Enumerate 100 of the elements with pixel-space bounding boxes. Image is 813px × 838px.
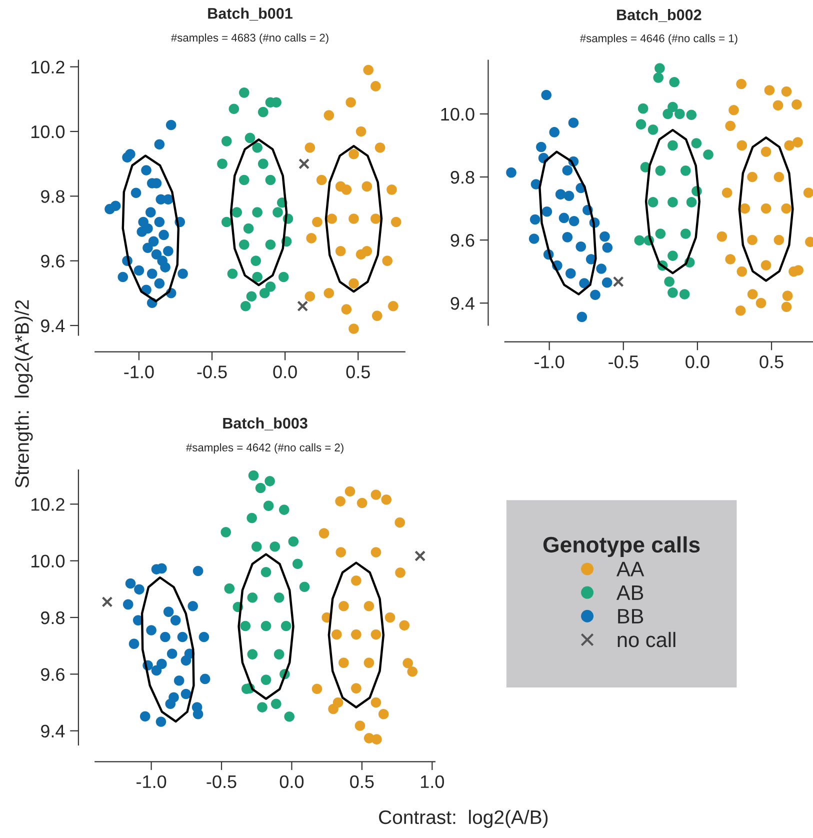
point [244,132,256,144]
point [362,181,372,192]
chart-subtitle: #samples = 4646 (#no calls = 1) [580,34,738,44]
point [128,638,140,649]
point [344,486,356,497]
point [686,197,697,208]
point [530,214,540,225]
point [348,324,359,334]
point [260,620,272,632]
point [781,86,792,97]
point [781,302,792,312]
point [756,298,766,308]
point [265,174,276,186]
point [351,683,362,694]
point [252,272,262,282]
x-tick-label: 1.0 [420,775,444,788]
point [130,188,142,198]
point [156,658,167,670]
point [562,232,573,242]
point [332,697,344,708]
point [324,110,334,120]
point [348,278,359,289]
y-tick-label: 9.6 [41,254,64,268]
point [243,223,254,234]
point [292,558,303,570]
point [600,231,610,242]
point [260,674,272,685]
point [565,268,576,279]
point [332,629,342,640]
point [122,599,134,610]
point [255,482,266,494]
point [590,290,600,300]
point [146,268,158,279]
point [576,312,588,322]
point [348,148,359,160]
point [354,720,366,731]
point [370,697,382,708]
chart-title: Batch_b001 [208,8,292,21]
point [263,500,274,511]
point [154,139,165,150]
point [612,276,624,288]
y-tick-label: 10.2 [32,498,64,511]
point [562,165,573,176]
point [338,600,349,612]
point [246,512,257,524]
point [356,249,366,260]
point [782,290,793,301]
chart-subtitle: #samples = 4642 (#no calls = 2) [186,443,344,454]
point [239,174,250,186]
point [372,734,382,744]
point [151,249,162,260]
point [220,527,232,538]
point [668,288,678,298]
point [764,85,775,96]
legend-label: no call [618,632,676,648]
point [669,76,680,88]
point [125,578,136,589]
point [370,629,382,640]
legend-title: Genotype calls [543,536,700,557]
y-tick-label: 9.6 [450,234,474,247]
point [140,711,150,722]
y-tick-label: 9.8 [41,611,64,624]
point [735,305,746,316]
point [102,596,113,608]
y-tick-label: 10.0 [32,125,65,138]
point [146,625,156,636]
x-tick-label: -0.5 [608,355,638,368]
point [370,547,382,558]
point [541,90,552,100]
point [664,276,674,287]
point [568,216,580,226]
point [224,583,235,594]
point [351,575,362,586]
point [634,235,645,246]
point [636,119,646,130]
point [728,104,739,116]
point [221,136,232,146]
point [324,288,334,298]
point [348,214,359,224]
chart-subtitle: #samples = 4683 (#no calls = 2) [170,33,328,44]
point [270,541,280,552]
point [386,184,397,195]
point [558,212,570,224]
point [390,216,402,228]
point [248,470,259,481]
legend-label: AA [616,562,644,576]
point [736,78,746,90]
point [648,197,658,208]
point [274,592,284,603]
point [156,716,166,727]
point [217,158,228,169]
point [240,300,251,312]
point [134,584,144,595]
point [227,268,238,279]
point [125,148,136,160]
point [792,137,803,148]
y-tick-label: 10.0 [441,108,474,121]
point [335,496,346,506]
point [725,120,736,132]
point [265,282,276,292]
